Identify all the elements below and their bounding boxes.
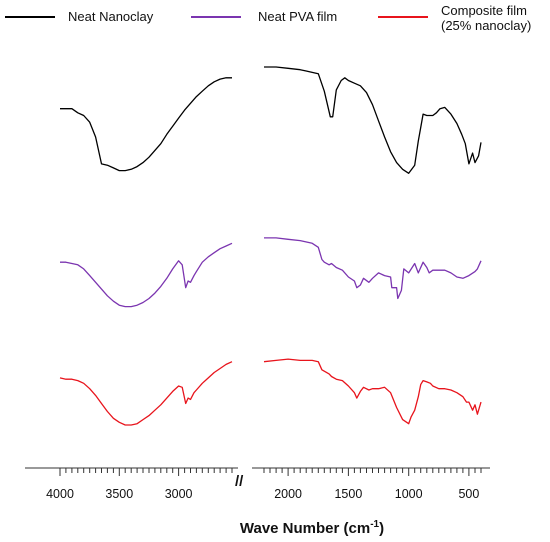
series-line-neat-nanoclay-segment-1 — [60, 77, 232, 172]
x-axis-title-close: ) — [379, 520, 384, 537]
series-line-composite-film-segment-2 — [263, 358, 482, 425]
x-tick-label-1500: 1500 — [334, 487, 362, 501]
x-tick-label-2000: 2000 — [274, 487, 302, 501]
legend-label-neat-nanoclay: Neat Nanoclay — [68, 9, 154, 24]
series-line-neat-pva-film-segment-1 — [60, 242, 233, 308]
series-line-neat-nanoclay-segment-2 — [264, 66, 482, 174]
series-line-composite-film-segment-1 — [59, 361, 233, 426]
x-tick-label-1000: 1000 — [395, 487, 423, 501]
series-group — [59, 66, 482, 426]
axis-break-mark: // — [235, 473, 244, 490]
series-line-neat-pva-film-segment-2 — [264, 237, 482, 300]
x-tick-label-500: 500 — [458, 487, 479, 501]
legend-label-neat-pva-film: Neat PVA film — [258, 9, 337, 24]
x-axis-title-main: Wave Number (cm — [240, 520, 370, 537]
legend: Neat Nanoclay Neat PVA film Composite fi… — [5, 3, 531, 33]
x-tick-label-3000: 3000 — [165, 487, 193, 501]
x-axis-title: Wave Number (cm-1) — [240, 519, 384, 537]
x-tick-label-4000: 4000 — [46, 487, 74, 501]
legend-label-composite-film-line: (25% nanoclay) — [441, 18, 531, 33]
legend-label-composite-film: Composite film (25% nanoclay) — [441, 3, 531, 33]
x-axis-title-superscript: -1 — [370, 519, 379, 530]
legend-label-composite-film-line: Composite film — [441, 3, 527, 18]
x-tick-label-3500: 3500 — [105, 487, 133, 501]
x-axis: // 4000 3500 3000 2000 1500 1000 500 — [25, 467, 490, 501]
